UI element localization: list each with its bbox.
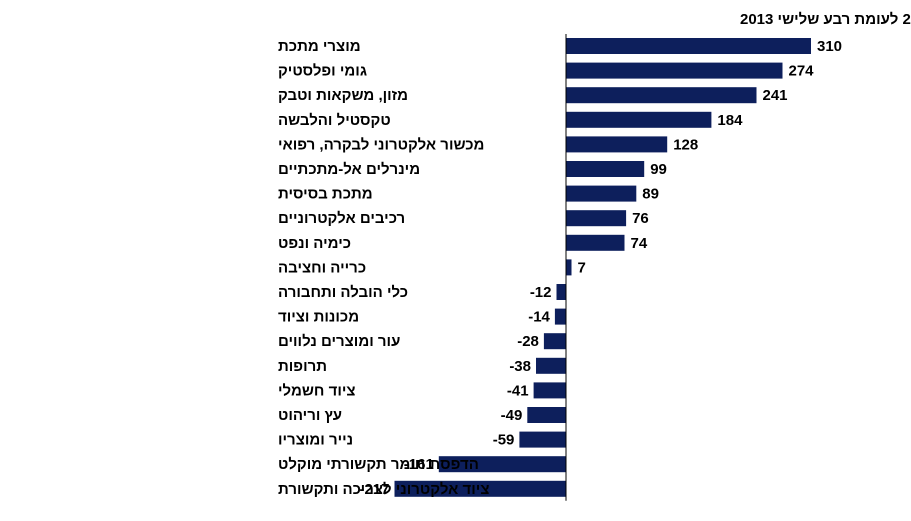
value-label: 89	[642, 186, 659, 203]
bar	[536, 357, 566, 374]
value-label: -59	[493, 432, 515, 449]
bar	[566, 87, 757, 104]
category-label: כרייה וחציבה	[278, 259, 366, 276]
category-label: מכונות וציוד	[278, 309, 359, 326]
value-label: -14	[528, 309, 550, 326]
bar	[527, 407, 566, 423]
category-label: ציוד אלקטרוני לצריכה ותקשורת	[278, 481, 489, 498]
value-label: 7	[578, 259, 586, 276]
bar	[566, 38, 811, 54]
value-label: 184	[717, 112, 743, 129]
category-label: מזון, משקאות וטבק	[278, 87, 408, 104]
category-label: תרופות	[278, 358, 327, 375]
bar	[566, 234, 625, 251]
value-label: 274	[789, 63, 815, 80]
bar	[566, 259, 572, 276]
value-label: -38	[509, 358, 531, 375]
value-label: -217	[359, 481, 389, 498]
value-label: -12	[530, 284, 552, 301]
value-label: 310	[817, 38, 842, 55]
category-label: עץ וריהוט	[278, 407, 342, 424]
category-label: כימיה ונפט	[278, 235, 351, 252]
bar	[519, 431, 566, 448]
bar	[556, 284, 566, 300]
bar	[566, 185, 637, 202]
value-label: 74	[631, 235, 648, 252]
value-label: -161	[404, 456, 434, 473]
bars-group	[394, 38, 811, 497]
bar	[438, 456, 566, 473]
bar	[394, 480, 566, 497]
bar	[554, 308, 566, 325]
bar	[566, 136, 668, 153]
category-label: עור ומוצרים נלווים	[278, 333, 400, 350]
bar	[533, 382, 566, 399]
category-label: מוצרי מתכת	[278, 38, 361, 55]
category-label: רכיבים אלקטרוניים	[278, 210, 405, 227]
category-label: הדפסת חומר תקשורתי מוקלט	[278, 456, 479, 473]
value-label: 128	[673, 136, 698, 153]
value-label: -28	[517, 333, 539, 350]
category-label: מתכת בסיסית	[278, 186, 373, 203]
value-label: -41	[507, 382, 529, 399]
category-label: ציוד חשמלי	[278, 382, 356, 399]
value-label: -49	[501, 407, 523, 424]
category-label: גומי ופלסטיק	[278, 63, 367, 80]
category-label: מינרלים אל-מתכתיים	[278, 161, 420, 178]
bar	[566, 111, 712, 128]
category-labels-group: מוצרי מתכת גומי ופלסטיק מזון, משקאות וטבק ט…	[278, 38, 489, 498]
bar	[566, 210, 627, 227]
category-label: כלי הובלה ותחבורה	[278, 284, 408, 301]
value-label: 99	[650, 161, 667, 178]
bar	[566, 62, 783, 79]
category-label: טקסטיל והלבשה	[278, 112, 391, 129]
chart-title: שינוי במספר המועסקים, אוק' - נוב' 2013 ל…	[740, 11, 911, 28]
bar	[566, 161, 645, 177]
bar	[543, 333, 566, 350]
value-label: 241	[763, 87, 788, 104]
category-label: מכשור אלקטרוני לבקרה, רפואי	[278, 136, 484, 153]
value-label: 76	[632, 210, 649, 227]
category-label: נייר ומוצריו	[278, 432, 353, 449]
